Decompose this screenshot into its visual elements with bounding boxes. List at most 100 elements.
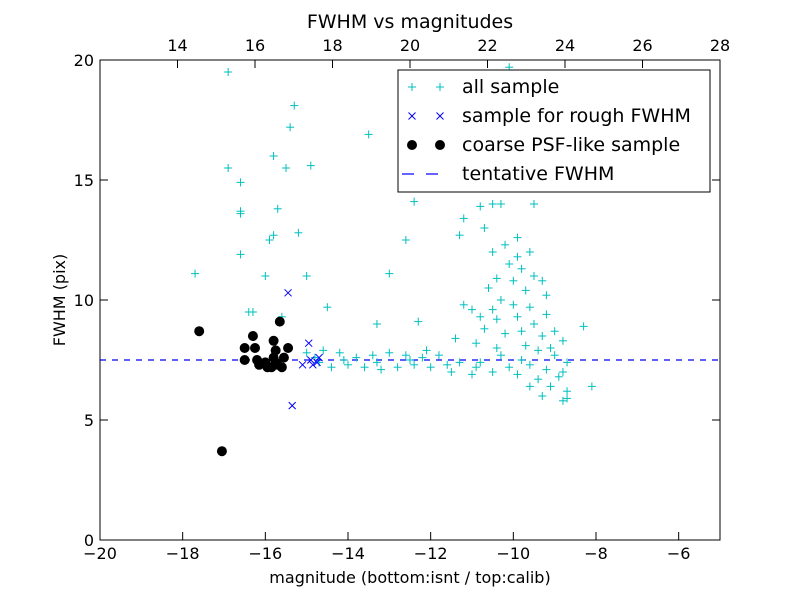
legend-label-all-sample: all sample bbox=[462, 76, 559, 98]
top-x-tick-label: 28 bbox=[710, 36, 730, 55]
all-sample-point bbox=[368, 351, 377, 360]
y-tick-label: 15 bbox=[74, 171, 94, 190]
all-sample-point bbox=[335, 348, 344, 357]
all-sample-point bbox=[406, 356, 414, 364]
all-sample-point bbox=[472, 363, 481, 372]
all-sample-point bbox=[517, 264, 526, 273]
legend-marker-plus bbox=[436, 83, 444, 91]
top-x-tick-label: 22 bbox=[477, 36, 497, 55]
all-sample-point bbox=[525, 360, 534, 369]
all-sample-point bbox=[294, 228, 303, 237]
rough-fwhm-point bbox=[313, 358, 321, 367]
all-sample-point bbox=[372, 320, 381, 328]
legend-marker-circle bbox=[407, 140, 417, 150]
psf-like-point bbox=[239, 355, 250, 365]
all-sample-point bbox=[550, 327, 559, 336]
all-sample-point bbox=[191, 269, 200, 278]
all-sample-point bbox=[513, 370, 522, 379]
all-sample-point bbox=[488, 200, 497, 208]
x-tick-label: −16 bbox=[248, 544, 282, 563]
all-sample-point bbox=[542, 310, 551, 319]
x-tick-label: −20 bbox=[83, 544, 117, 563]
tick-labels: −20 −18 −16 −14 −12 −10 −8 −6 14 16 18 20 22 24 26 28 0 5… bbox=[74, 36, 731, 563]
x-tick-label: −14 bbox=[331, 544, 365, 563]
all-sample-point bbox=[530, 272, 538, 280]
psf-like-point bbox=[250, 343, 260, 353]
all-sample-point bbox=[488, 248, 497, 256]
all-sample-point bbox=[401, 351, 410, 360]
legend-frame bbox=[397, 69, 711, 193]
all-sample-point bbox=[468, 305, 476, 314]
x-tick-label: −8 bbox=[584, 544, 608, 563]
all-sample-point bbox=[501, 329, 510, 338]
all-sample-point bbox=[269, 231, 278, 240]
all-sample-point bbox=[426, 363, 435, 372]
all-sample-point bbox=[513, 312, 522, 321]
all-sample-point bbox=[476, 312, 485, 321]
all-sample-point bbox=[513, 233, 522, 242]
x-tick-label: −12 bbox=[414, 544, 448, 563]
all-sample-point bbox=[525, 248, 534, 256]
all-sample-point bbox=[323, 303, 332, 312]
x-tick-label: −18 bbox=[166, 544, 200, 563]
top-x-tick-label: 26 bbox=[632, 36, 652, 55]
all-sample-point bbox=[410, 360, 419, 369]
legend-markers bbox=[402, 83, 445, 175]
psf-like-point bbox=[268, 352, 279, 363]
all-sample-point bbox=[261, 272, 270, 280]
psf-like-point bbox=[283, 343, 294, 353]
all-sample-point bbox=[414, 317, 423, 326]
all-sample-point bbox=[496, 351, 505, 360]
all-sample-point bbox=[248, 308, 257, 316]
all-sample-point bbox=[236, 178, 245, 187]
rough-fwhm-point bbox=[288, 401, 297, 410]
y-tick-label: 5 bbox=[84, 411, 94, 430]
all-sample-point bbox=[525, 303, 534, 312]
all-sample-point bbox=[306, 161, 315, 170]
legend-label-tentative-fwhm: tentative FWHM bbox=[462, 163, 614, 185]
all-sample-point bbox=[538, 332, 547, 340]
all-sample-point bbox=[558, 396, 567, 405]
all-sample-point bbox=[546, 344, 555, 352]
all-sample-point bbox=[505, 363, 514, 372]
all-sample-point bbox=[360, 363, 369, 372]
x-tick-label: −6 bbox=[667, 544, 691, 563]
psf-like-point bbox=[274, 316, 285, 327]
all-sample-point bbox=[327, 363, 336, 372]
all-sample-point bbox=[319, 346, 328, 355]
legend: all sample sample for rough FWHM coarse … bbox=[397, 69, 711, 193]
all-sample-point bbox=[563, 358, 572, 367]
all-sample-point bbox=[282, 164, 290, 172]
all-sample-point bbox=[488, 368, 497, 376]
legend-marker-plus bbox=[408, 83, 416, 91]
all-sample-point bbox=[236, 209, 245, 218]
all-sample-point bbox=[434, 351, 443, 360]
all-sample-point bbox=[447, 368, 456, 376]
rough-fwhm-point bbox=[284, 288, 292, 297]
all-sample-point bbox=[377, 365, 386, 374]
all-sample-point bbox=[339, 356, 348, 364]
all-sample-point bbox=[265, 236, 274, 244]
all-sample-point bbox=[579, 322, 588, 331]
all-sample-point bbox=[492, 315, 501, 324]
x-tick-label: −10 bbox=[496, 544, 530, 563]
rough-fwhm-point bbox=[298, 360, 307, 369]
psf-like-point bbox=[239, 343, 250, 353]
all-sample-point bbox=[525, 382, 534, 391]
all-sample-point bbox=[496, 296, 505, 304]
all-sample-point bbox=[476, 202, 485, 211]
all-sample-point bbox=[534, 346, 543, 355]
all-sample-point bbox=[538, 276, 547, 285]
x-axis-title: magnitude (bottom:isnt / top:calib) bbox=[269, 568, 550, 587]
all-sample-point bbox=[273, 204, 282, 213]
all-sample-point bbox=[443, 360, 452, 369]
chart-title: FWHM vs magnitudes bbox=[307, 11, 513, 33]
all-sample-point bbox=[558, 336, 567, 345]
all-sample-point bbox=[521, 286, 530, 295]
all-sample-point bbox=[472, 339, 481, 348]
all-sample-point bbox=[509, 300, 518, 309]
data-points bbox=[191, 63, 596, 457]
all-sample-point bbox=[530, 200, 538, 208]
all-sample-point bbox=[488, 305, 497, 314]
